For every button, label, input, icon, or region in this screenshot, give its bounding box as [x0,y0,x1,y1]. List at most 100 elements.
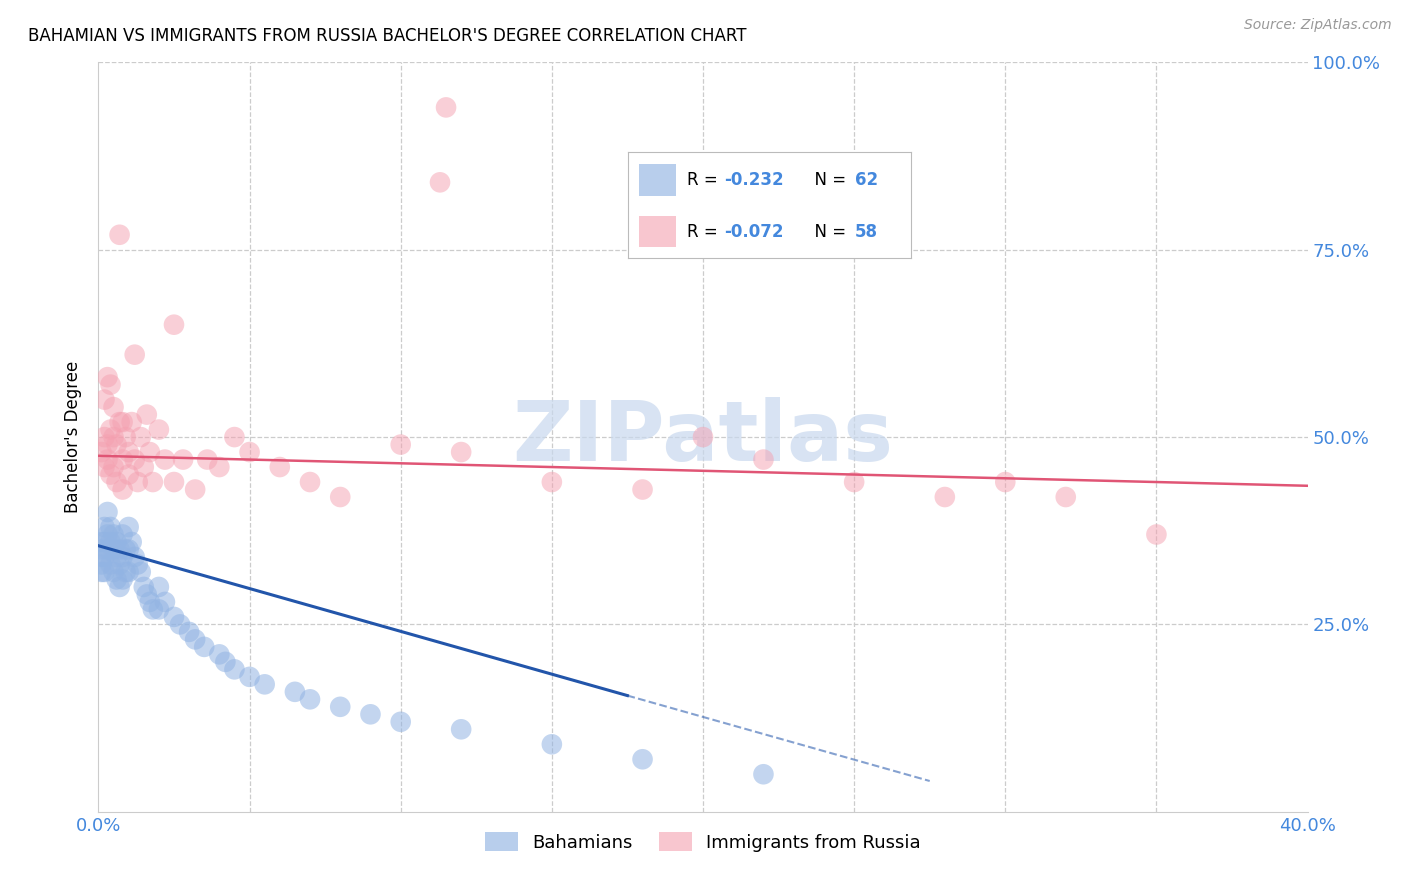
Point [239,445,262,459]
Text: N =: N = [804,222,851,241]
Point [93,460,115,475]
Point [103,400,125,414]
Point [253,677,276,691]
Point [105,549,128,564]
Point [284,685,307,699]
Point [127,475,149,489]
Point [108,558,131,572]
Point [208,460,231,475]
Point [129,565,152,579]
Point [114,430,136,444]
Point [329,699,352,714]
Point [844,475,866,489]
Point [111,483,134,497]
Point [90,535,112,549]
Point [100,377,122,392]
Legend: Bahamians, Immigrants from Russia: Bahamians, Immigrants from Russia [478,825,928,859]
Point [994,475,1017,489]
Point [135,587,157,601]
Point [631,483,654,497]
Point [172,452,194,467]
Point [139,445,162,459]
Point [124,452,146,467]
Point [434,100,457,114]
Point [108,542,131,557]
Point [752,767,775,781]
Point [934,490,956,504]
Point [121,415,143,429]
Text: BAHAMIAN VS IMMIGRANTS FROM RUSSIA BACHELOR'S DEGREE CORRELATION CHART: BAHAMIAN VS IMMIGRANTS FROM RUSSIA BACHE… [28,27,747,45]
Point [100,558,122,572]
Point [153,595,176,609]
Text: -0.232: -0.232 [724,171,785,189]
Point [224,430,246,444]
Point [329,490,352,504]
Point [96,527,118,541]
Point [90,565,112,579]
Point [179,624,201,639]
Text: R =: R = [688,171,724,189]
Point [163,610,186,624]
Point [111,549,134,564]
Point [118,445,141,459]
Point [103,565,125,579]
Point [103,460,125,475]
Text: 58: 58 [855,222,877,241]
Text: -0.072: -0.072 [724,222,783,241]
Point [93,549,115,564]
Point [239,670,262,684]
Text: 62: 62 [855,171,877,189]
Point [1144,527,1167,541]
Point [93,565,115,579]
Point [114,542,136,557]
Point [132,460,155,475]
Point [299,475,322,489]
Point [163,475,186,489]
Point [105,573,128,587]
Point [752,452,775,467]
Point [103,430,125,444]
Point [129,430,152,444]
Point [103,527,125,541]
Point [1054,490,1077,504]
Point [540,737,562,751]
Point [103,542,125,557]
Point [208,648,231,662]
Point [389,714,412,729]
Point [124,348,146,362]
Point [96,437,118,451]
Point [93,430,115,444]
Point [389,437,412,451]
Point [692,430,714,444]
Point [118,565,141,579]
Point [142,475,165,489]
Point [540,475,562,489]
Text: N =: N = [804,171,851,189]
Point [184,632,207,647]
Bar [640,164,676,196]
Point [90,549,112,564]
Point [105,535,128,549]
Text: ZIPatlas: ZIPatlas [513,397,893,477]
Point [450,445,472,459]
Point [93,535,115,549]
Y-axis label: Bachelor's Degree: Bachelor's Degree [65,361,83,513]
Point [111,415,134,429]
Point [195,452,218,467]
Point [108,415,131,429]
Point [121,535,143,549]
Text: R =: R = [688,222,724,241]
Point [193,640,215,654]
Point [96,505,118,519]
Text: Source: ZipAtlas.com: Source: ZipAtlas.com [1244,18,1392,32]
Point [100,535,122,549]
Point [118,467,141,482]
Point [163,318,186,332]
Point [184,483,207,497]
Point [100,423,122,437]
Point [127,558,149,572]
Point [360,707,382,722]
Point [105,475,128,489]
Point [118,542,141,557]
Point [93,392,115,407]
